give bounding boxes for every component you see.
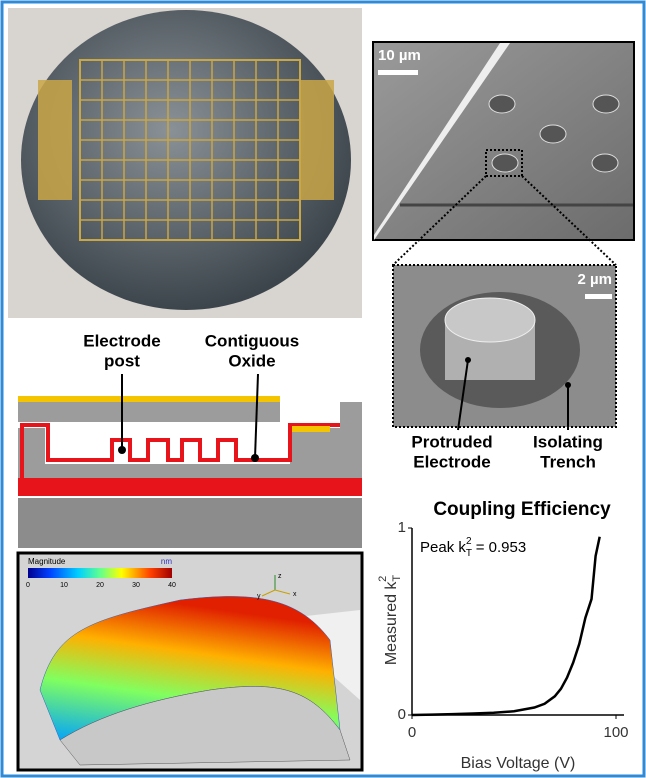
chart-title: Coupling Efficiency	[433, 499, 611, 520]
label: Electrode	[83, 331, 160, 350]
data-line	[412, 537, 600, 715]
label: Trench	[540, 452, 596, 471]
label: Isolating	[533, 432, 603, 451]
colorbar-tick-label: 20	[96, 582, 104, 589]
sem-image: 10 µm 2 µm Protruded Electrode Isolating…	[373, 42, 634, 471]
triad-label: x	[293, 591, 297, 598]
x-tick-label: 100	[603, 724, 628, 741]
colorbar-tick-label: 40	[168, 582, 176, 589]
label: Contiguous	[205, 331, 299, 350]
x-axis-label: Bias Voltage (V)	[461, 755, 576, 772]
label: Oxide	[228, 351, 275, 370]
triad-label: z	[278, 573, 282, 580]
colorbar-unit: nm	[161, 557, 172, 566]
figure: 10 µm 2 µm Protruded Electrode Isolating…	[0, 0, 646, 778]
cross-section: Electrode post Contiguous Oxide	[18, 331, 362, 548]
label: post	[104, 351, 140, 370]
colorbar-label: Magnitude	[28, 557, 66, 566]
scale-label: 2 µm	[578, 271, 613, 288]
label: Protruded	[411, 432, 492, 451]
page: 10 µm 2 µm Protruded Electrode Isolating…	[0, 0, 646, 778]
y-tick-label: 0	[398, 706, 406, 723]
annotation: Peak kT2 = 0.953	[420, 536, 526, 559]
colorbar-tick-label: 30	[132, 582, 140, 589]
y-tick-label: 1	[398, 519, 406, 536]
wafer-photo	[8, 8, 362, 318]
y-axis-label: Measured kT2	[377, 575, 403, 666]
label: Electrode	[413, 452, 490, 471]
surface-plot: Magnitude nm z x y 0 10 20 30 40	[18, 553, 362, 770]
colorbar-tick-label: 10	[60, 582, 68, 589]
colorbar-tick-label: 0	[26, 582, 30, 589]
line-chart: Coupling Efficiency Bias Voltage (V) Mea…	[377, 499, 629, 772]
triad-label: y	[257, 593, 261, 600]
x-tick-label: 0	[408, 724, 416, 741]
scale-label: 10 µm	[378, 47, 421, 64]
